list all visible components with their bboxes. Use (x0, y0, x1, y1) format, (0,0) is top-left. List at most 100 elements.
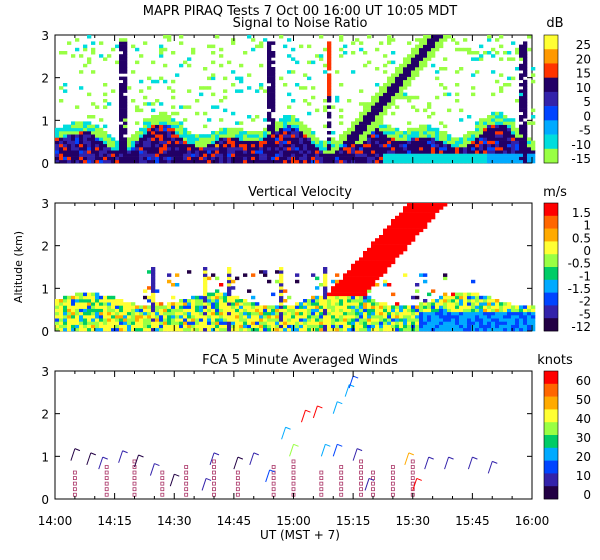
colorbar-swatch (544, 203, 558, 217)
velocity-cell (119, 321, 124, 325)
velocity-cell (231, 318, 236, 322)
snr-cell (103, 57, 108, 61)
snr-cell (511, 124, 516, 129)
snr-cell (295, 140, 300, 145)
velocity-cell (115, 305, 120, 309)
snr-cell (159, 147, 164, 151)
snr-cell (359, 118, 364, 122)
snr-cell (139, 89, 144, 93)
velocity-cell (359, 263, 364, 268)
velocity-cell (191, 311, 196, 316)
snr-cell (503, 121, 508, 125)
velocity-cell (371, 279, 376, 284)
velocity-cell (491, 315, 496, 319)
snr-cell (283, 131, 288, 135)
velocity-cell (379, 324, 384, 329)
snr-cell (507, 57, 512, 61)
colorbar-swatch (544, 279, 558, 293)
snr-cell (123, 89, 128, 93)
velocity-cell (267, 321, 272, 325)
snr-cell (183, 147, 188, 151)
snr-cell (519, 140, 524, 145)
snr-cell (503, 150, 508, 154)
velocity-cell (111, 311, 116, 316)
snr-cell (383, 124, 388, 129)
velocity-cell (459, 292, 464, 297)
snr-cell (495, 150, 500, 154)
snr-cell (507, 150, 512, 154)
velocity-cell (367, 247, 372, 252)
velocity-cell (275, 327, 280, 332)
snr-cell (415, 108, 420, 113)
velocity-cell (339, 302, 344, 306)
snr-cell (135, 105, 140, 109)
snr-cell (223, 95, 228, 100)
velocity-cell (379, 273, 384, 277)
snr-cell (455, 147, 460, 151)
velocity-cell (307, 324, 312, 329)
snr-cell (267, 73, 272, 77)
velocity-cell (387, 241, 392, 245)
snr-cell (323, 150, 328, 154)
snr-cell (311, 143, 316, 148)
wind-marker (410, 470, 415, 475)
wind-marker (390, 487, 395, 492)
velocity-cell (171, 321, 176, 325)
snr-cell (419, 67, 424, 71)
velocity-cell (79, 315, 84, 319)
snr-cell (375, 140, 380, 145)
snr-cell (391, 137, 396, 141)
velocity-cell (87, 305, 92, 309)
snr-cell (59, 143, 64, 148)
velocity-cell (131, 318, 136, 322)
snr-cell (447, 92, 452, 97)
snr-cell (119, 156, 124, 161)
snr-cell (135, 140, 140, 145)
velocity-cell (243, 318, 248, 322)
snr-cell (71, 54, 76, 58)
snr-cell (487, 159, 492, 164)
velocity-cell (495, 308, 500, 313)
snr-cell (291, 70, 296, 74)
velocity-cell (331, 321, 336, 325)
snr-cell (427, 51, 432, 55)
snr-cell (63, 83, 68, 87)
snr-cell (379, 121, 384, 125)
snr-cell (391, 83, 396, 87)
snr-cell (475, 70, 480, 74)
velocity-cell (263, 321, 268, 325)
velocity-cell (203, 273, 208, 277)
snr-cell (371, 147, 376, 151)
snr-cell (383, 95, 388, 100)
velocity-cell (483, 299, 488, 303)
velocity-cell (399, 231, 404, 236)
snr-cell (211, 143, 216, 148)
snr-cell (403, 86, 408, 90)
velocity-cell (67, 315, 72, 319)
velocity-cell (351, 308, 356, 313)
velocity-cell (267, 305, 272, 309)
snr-cell (471, 159, 476, 164)
velocity-cell (399, 321, 404, 325)
velocity-cell (435, 305, 440, 309)
snr-cell (271, 124, 276, 129)
snr-cell (147, 76, 152, 81)
snr-cell (235, 150, 240, 154)
velocity-cell (347, 292, 352, 297)
snr-cell (451, 153, 456, 157)
snr-cell (255, 44, 260, 49)
snr-cell (119, 89, 124, 93)
snr-cell (403, 76, 408, 81)
snr-cell (431, 137, 436, 141)
snr-cell (171, 118, 176, 122)
velocity-cell (255, 311, 260, 316)
velocity-cell (299, 321, 304, 325)
velocity-cell (355, 305, 360, 309)
snr-cell (363, 137, 368, 141)
snr-cell (167, 35, 172, 39)
snr-cell (119, 47, 124, 52)
velocity-cell (419, 308, 424, 313)
snr-cell (407, 57, 412, 61)
snr-cell (403, 60, 408, 65)
